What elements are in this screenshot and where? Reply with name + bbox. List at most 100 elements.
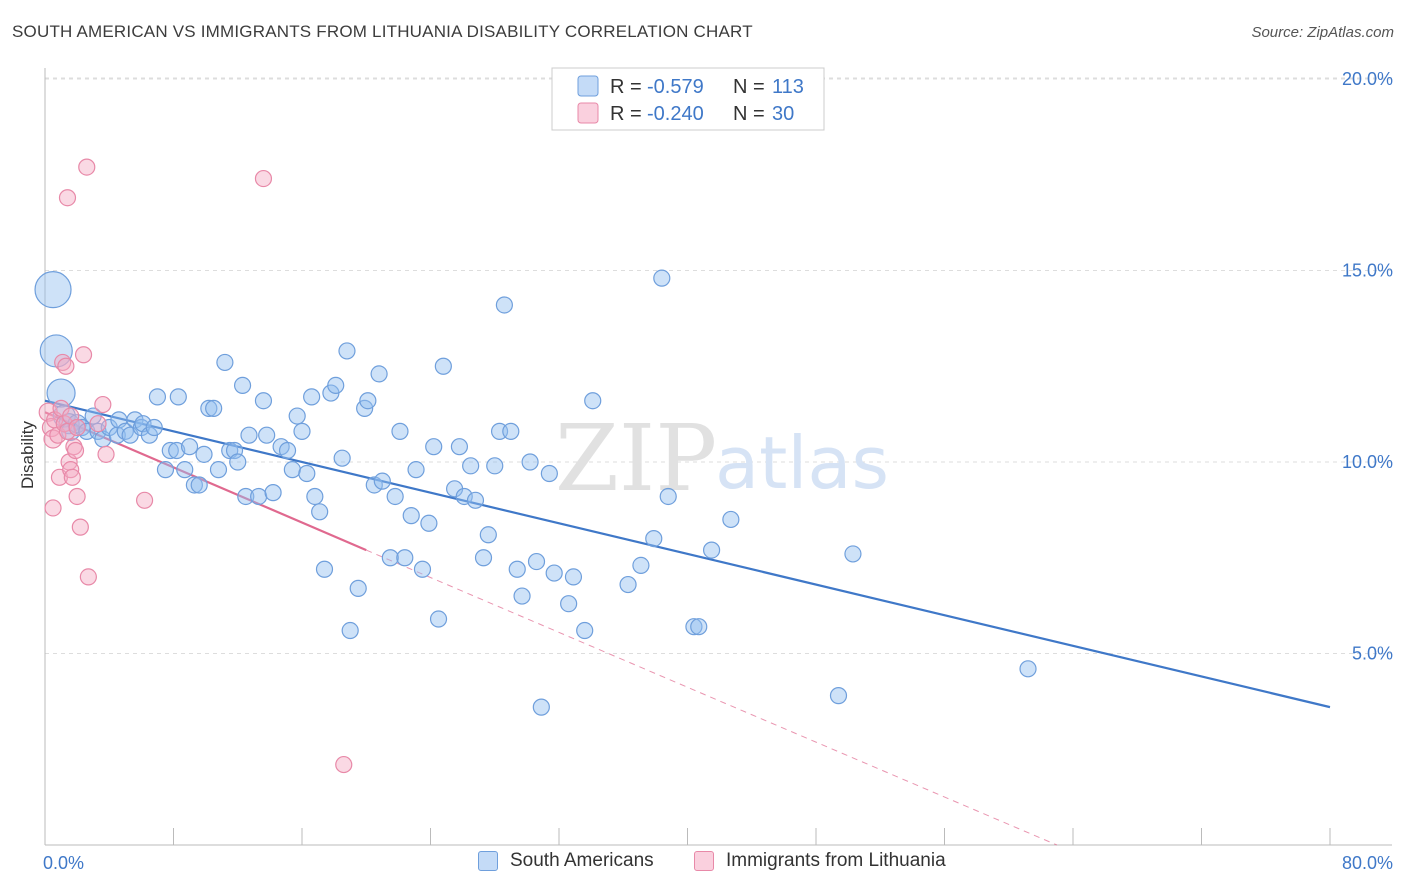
series-lithuania (38, 158, 353, 774)
south-americans-point-88 (502, 422, 520, 440)
south-americans-point-87 (495, 296, 513, 314)
legend-r-label-2: R = (610, 103, 642, 125)
trend-line-south-americans (44, 399, 1331, 709)
bottom-legend: South Americans Immigrants from Lithuani… (0, 850, 1406, 880)
south-americans-point-2 (46, 378, 76, 408)
south-americans-point-110 (844, 545, 862, 563)
south-americans-point-60 (341, 621, 359, 640)
south-americans-point-38 (229, 453, 247, 471)
south-americans-point-57 (327, 376, 345, 394)
watermark-zip: ZIP (555, 405, 717, 512)
south-americans-point-59 (338, 342, 356, 360)
legend-n-value-2: 30 (772, 103, 794, 125)
bottom-legend-swatch-pink (694, 851, 714, 871)
lithuania-point-28 (135, 491, 154, 509)
lithuania-point-24 (79, 568, 97, 586)
south-americans-point-105 (685, 618, 703, 636)
south-americans-point-34 (209, 461, 228, 479)
south-americans-point-26 (169, 388, 187, 406)
south-americans-point-91 (521, 453, 539, 471)
lithuania-point-17 (63, 468, 81, 486)
x-tick-label-1: 80.0% (1342, 853, 1393, 873)
south-americans-point-0 (34, 271, 72, 309)
south-americans-point-33 (205, 399, 223, 417)
south-americans-point-23 (156, 461, 175, 479)
south-americans-point-50 (293, 422, 311, 440)
lithuania-point-18 (66, 441, 85, 460)
lithuania-point-27 (97, 445, 115, 463)
south-americans-point-97 (564, 568, 583, 586)
south-americans-point-39 (233, 376, 252, 394)
bottom-legend-item-south-americans: South Americans (478, 850, 654, 872)
south-americans-point-70 (396, 549, 414, 567)
chart-source: Source: ZipAtlas.com (1251, 24, 1394, 41)
legend-r-value-1: -0.579 (647, 76, 704, 98)
south-americans-point-29 (185, 476, 203, 494)
south-americans-point-84 (479, 526, 497, 544)
south-americans-point-95 (545, 564, 563, 582)
south-americans-point-99 (584, 392, 602, 410)
south-americans-point-73 (413, 560, 432, 578)
lithuania-point-20 (71, 518, 89, 536)
south-americans-point-101 (632, 556, 650, 575)
lithuania-point-21 (74, 346, 93, 364)
bottom-legend-label-south-americans: South Americans (510, 850, 654, 871)
legend-n-value-1: 113 (772, 76, 804, 98)
south-americans-point-85 (486, 457, 504, 475)
south-americans-point-106 (690, 618, 708, 636)
y-tick-labels: 5.0% 10.0% 15.0% 20.0% (1342, 69, 1393, 664)
south-americans-point-68 (386, 487, 404, 506)
south-americans-point-71 (402, 507, 420, 525)
south-americans-point-61 (349, 579, 367, 597)
south-americans-point-69 (391, 422, 409, 440)
south-americans-point-81 (462, 457, 480, 475)
south-americans-point-107 (702, 541, 721, 559)
south-americans-point-103 (653, 269, 671, 287)
series-south-americans (34, 269, 1037, 716)
south-americans-point-51 (298, 464, 316, 483)
bottom-legend-item-lithuania: Immigrants from Lithuania (694, 850, 946, 872)
south-americans-point-89 (508, 560, 526, 578)
south-americans-point-80 (455, 487, 473, 506)
bottom-legend-label-lithuania: Immigrants from Lithuania (726, 850, 946, 871)
south-americans-point-42 (250, 487, 268, 506)
legend-r-label-1: R = (610, 76, 642, 98)
south-americans-point-76 (429, 610, 448, 628)
south-americans-point-98 (576, 621, 594, 640)
trend-line-lithuania-extension (366, 549, 1058, 846)
south-americans-point-43 (254, 392, 273, 410)
south-americans-point-109 (829, 687, 848, 705)
south-americans-point-40 (237, 487, 255, 506)
south-americans-point-67 (381, 549, 399, 567)
south-americans-point-31 (195, 445, 213, 463)
legend-r-value-2: -0.240 (647, 103, 704, 125)
south-americans-point-22 (148, 388, 167, 406)
legend-swatch-pink (577, 102, 599, 124)
south-americans-point-28 (180, 438, 199, 456)
south-americans-point-100 (619, 575, 637, 594)
south-americans-point-21 (145, 418, 163, 437)
south-americans-point-111 (1019, 660, 1037, 678)
y-tick-label-3: 20.0% (1342, 69, 1393, 89)
south-americans-point-94 (540, 464, 558, 483)
lithuania-point-25 (89, 415, 107, 433)
south-americans-point-83 (474, 549, 493, 567)
axes (44, 68, 1392, 846)
south-americans-point-92 (527, 552, 546, 571)
south-americans-point-64 (365, 476, 383, 494)
south-americans-point-63 (359, 392, 377, 410)
gridlines (45, 77, 1392, 654)
south-americans-point-49 (288, 407, 306, 425)
watermark-atlas: atlas (715, 421, 889, 505)
bottom-legend-swatch-blue (478, 851, 498, 871)
south-americans-point-79 (450, 438, 469, 456)
y-axis-label: Disability (18, 420, 37, 489)
south-americans-point-30 (190, 476, 208, 494)
south-americans-point-25 (168, 441, 186, 460)
legend-box: R = -0.579 N = 113 R = -0.240 N = 30 (551, 67, 825, 131)
lithuania-point-26 (94, 395, 112, 414)
lithuania-point-11 (44, 499, 62, 517)
south-americans-point-44 (258, 426, 276, 444)
south-americans-point-24 (161, 441, 179, 460)
